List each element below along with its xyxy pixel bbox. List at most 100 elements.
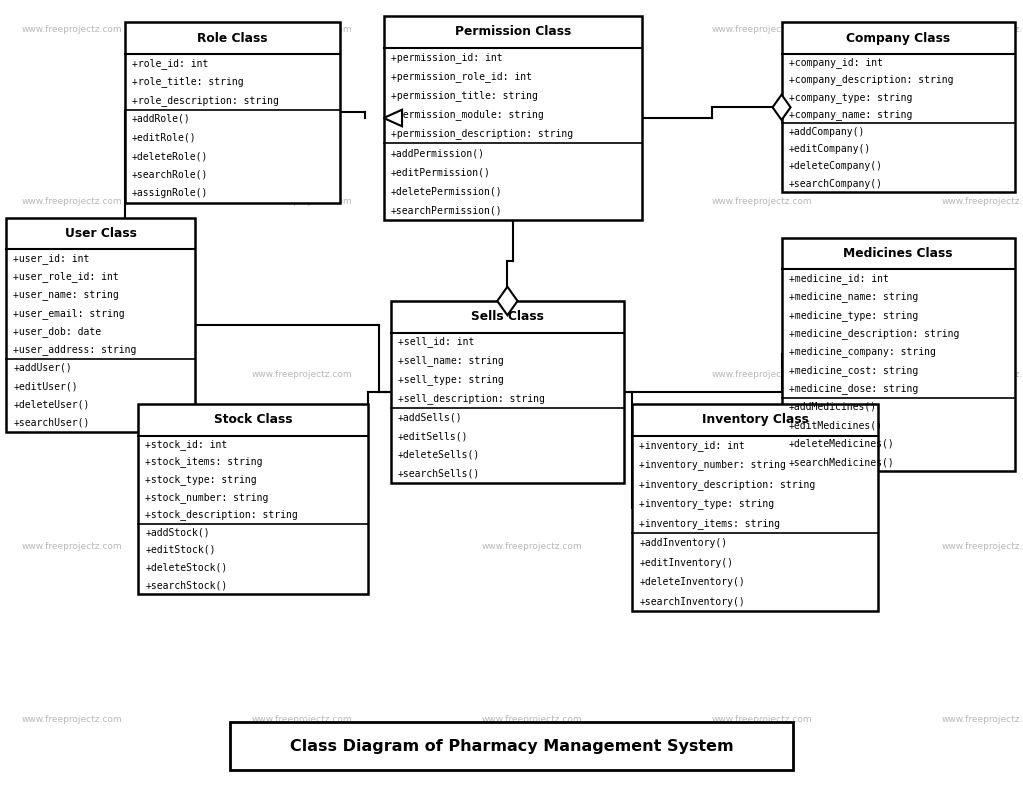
Text: +searchSells(): +searchSells()	[398, 469, 480, 478]
Text: www.freeprojectz.com: www.freeprojectz.com	[942, 714, 1023, 724]
Text: +role_id: int: +role_id: int	[132, 58, 209, 69]
Text: Stock Class: Stock Class	[214, 413, 293, 426]
Text: +deleteStock(): +deleteStock()	[145, 562, 227, 573]
Text: +stock_type: string: +stock_type: string	[145, 474, 257, 485]
Polygon shape	[772, 94, 791, 120]
Text: Class Diagram of Pharmacy Management System: Class Diagram of Pharmacy Management Sys…	[290, 739, 733, 753]
Text: Medicines Class: Medicines Class	[843, 247, 953, 260]
Text: +addSells(): +addSells()	[398, 413, 462, 422]
Text: www.freeprojectz.com: www.freeprojectz.com	[482, 370, 582, 379]
Text: +addUser(): +addUser()	[13, 363, 72, 373]
Text: +deleteInventory(): +deleteInventory()	[639, 577, 745, 587]
Text: www.freeprojectz.com: www.freeprojectz.com	[712, 197, 812, 207]
Text: +addStock(): +addStock()	[145, 527, 210, 538]
Text: +searchPermission(): +searchPermission()	[391, 206, 502, 215]
Bar	[6, 218, 195, 432]
Text: +searchInventory(): +searchInventory()	[639, 596, 745, 607]
Text: +user_email: string: +user_email: string	[13, 308, 125, 318]
Text: +addRole(): +addRole()	[132, 114, 190, 124]
Text: +editMedicines(): +editMedicines()	[789, 421, 883, 430]
Text: +stock_description: string: +stock_description: string	[145, 509, 298, 520]
Text: www.freeprojectz.com: www.freeprojectz.com	[21, 25, 122, 34]
Polygon shape	[497, 287, 518, 315]
Text: www.freeprojectz.com: www.freeprojectz.com	[712, 370, 812, 379]
Text: +user_id: int: +user_id: int	[13, 253, 90, 264]
Text: +inventory_id: int: +inventory_id: int	[639, 440, 745, 451]
Text: +deleteCompany(): +deleteCompany()	[789, 162, 883, 172]
Text: +sell_type: string: +sell_type: string	[398, 374, 503, 385]
Text: +medicine_company: string: +medicine_company: string	[789, 346, 936, 357]
Text: +deleteUser(): +deleteUser()	[13, 399, 90, 409]
Text: +stock_items: string: +stock_items: string	[145, 456, 263, 467]
Bar	[782, 22, 1015, 192]
Text: +role_description: string: +role_description: string	[132, 95, 279, 106]
Text: +company_description: string: +company_description: string	[789, 74, 953, 86]
Text: www.freeprojectz.com: www.freeprojectz.com	[482, 197, 582, 207]
Text: +stock_number: string: +stock_number: string	[145, 492, 269, 503]
Text: www.freeprojectz.com: www.freeprojectz.com	[252, 542, 352, 551]
Text: www.freeprojectz.com: www.freeprojectz.com	[21, 197, 122, 207]
Text: +user_address: string: +user_address: string	[13, 345, 137, 355]
Text: www.freeprojectz.com: www.freeprojectz.com	[482, 542, 582, 551]
Text: +deleteMedicines(): +deleteMedicines()	[789, 439, 894, 449]
Text: +searchRole(): +searchRole()	[132, 169, 209, 180]
Text: www.freeprojectz.com: www.freeprojectz.com	[252, 370, 352, 379]
Text: +editPermission(): +editPermission()	[391, 167, 491, 177]
Text: +addPermission(): +addPermission()	[391, 148, 485, 158]
Text: +permission_module: string: +permission_module: string	[391, 109, 543, 120]
Text: www.freeprojectz.com: www.freeprojectz.com	[942, 370, 1023, 379]
Text: www.freeprojectz.com: www.freeprojectz.com	[942, 197, 1023, 207]
Text: +inventory_number: string: +inventory_number: string	[639, 459, 787, 470]
Text: +addCompany(): +addCompany()	[789, 127, 865, 137]
Text: +deleteSells(): +deleteSells()	[398, 450, 480, 460]
Text: +addInventory(): +addInventory()	[639, 538, 727, 548]
Text: www.freeprojectz.com: www.freeprojectz.com	[942, 542, 1023, 551]
Bar	[138, 404, 368, 594]
Text: +stock_id: int: +stock_id: int	[145, 439, 227, 450]
Text: +medicine_description: string: +medicine_description: string	[789, 328, 960, 339]
Text: +editInventory(): +editInventory()	[639, 558, 733, 568]
Text: +searchStock(): +searchStock()	[145, 581, 227, 590]
Text: www.freeprojectz.com: www.freeprojectz.com	[712, 25, 812, 34]
Text: +user_role_id: int: +user_role_id: int	[13, 272, 119, 282]
Text: +medicine_cost: string: +medicine_cost: string	[789, 365, 918, 375]
Text: Permission Class: Permission Class	[455, 25, 571, 38]
Text: +editUser(): +editUser()	[13, 381, 78, 391]
Text: +deletePermission(): +deletePermission()	[391, 186, 502, 196]
Text: Inventory Class: Inventory Class	[702, 413, 808, 426]
Text: +role_title: string: +role_title: string	[132, 76, 243, 87]
Bar	[125, 22, 340, 203]
Text: +editStock(): +editStock()	[145, 545, 216, 555]
Text: Role Class: Role Class	[197, 32, 267, 44]
Text: +searchUser(): +searchUser()	[13, 417, 90, 428]
Text: Sells Class: Sells Class	[471, 310, 544, 323]
Text: www.freeprojectz.com: www.freeprojectz.com	[252, 25, 352, 34]
Text: www.freeprojectz.com: www.freeprojectz.com	[942, 25, 1023, 34]
Text: +medicine_type: string: +medicine_type: string	[789, 310, 918, 321]
Text: +editCompany(): +editCompany()	[789, 144, 871, 154]
Text: User Class: User Class	[64, 227, 137, 240]
Text: +editRole(): +editRole()	[132, 132, 196, 143]
Text: +sell_description: string: +sell_description: string	[398, 393, 545, 404]
Text: +editSells(): +editSells()	[398, 431, 469, 441]
Text: www.freeprojectz.com: www.freeprojectz.com	[482, 25, 582, 34]
Text: www.freeprojectz.com: www.freeprojectz.com	[482, 714, 582, 724]
Text: +permission_role_id: int: +permission_role_id: int	[391, 70, 532, 82]
Text: www.freeprojectz.com: www.freeprojectz.com	[21, 370, 122, 379]
Bar	[391, 301, 624, 483]
Text: +searchMedicines(): +searchMedicines()	[789, 457, 894, 467]
Text: +company_id: int: +company_id: int	[789, 57, 883, 68]
Text: +medicine_dose: string: +medicine_dose: string	[789, 383, 918, 394]
Text: +permission_id: int: +permission_id: int	[391, 51, 502, 63]
Text: Company Class: Company Class	[846, 32, 950, 44]
Text: www.freeprojectz.com: www.freeprojectz.com	[712, 542, 812, 551]
Text: www.freeprojectz.com: www.freeprojectz.com	[712, 714, 812, 724]
Text: +user_dob: date: +user_dob: date	[13, 326, 101, 337]
Text: +assignRole(): +assignRole()	[132, 188, 209, 199]
Text: +permission_description: string: +permission_description: string	[391, 128, 573, 139]
Text: +medicine_id: int: +medicine_id: int	[789, 273, 889, 284]
Text: www.freeprojectz.com: www.freeprojectz.com	[21, 714, 122, 724]
Text: +deleteRole(): +deleteRole()	[132, 151, 209, 162]
Text: +permission_title: string: +permission_title: string	[391, 90, 538, 101]
Polygon shape	[384, 110, 402, 126]
